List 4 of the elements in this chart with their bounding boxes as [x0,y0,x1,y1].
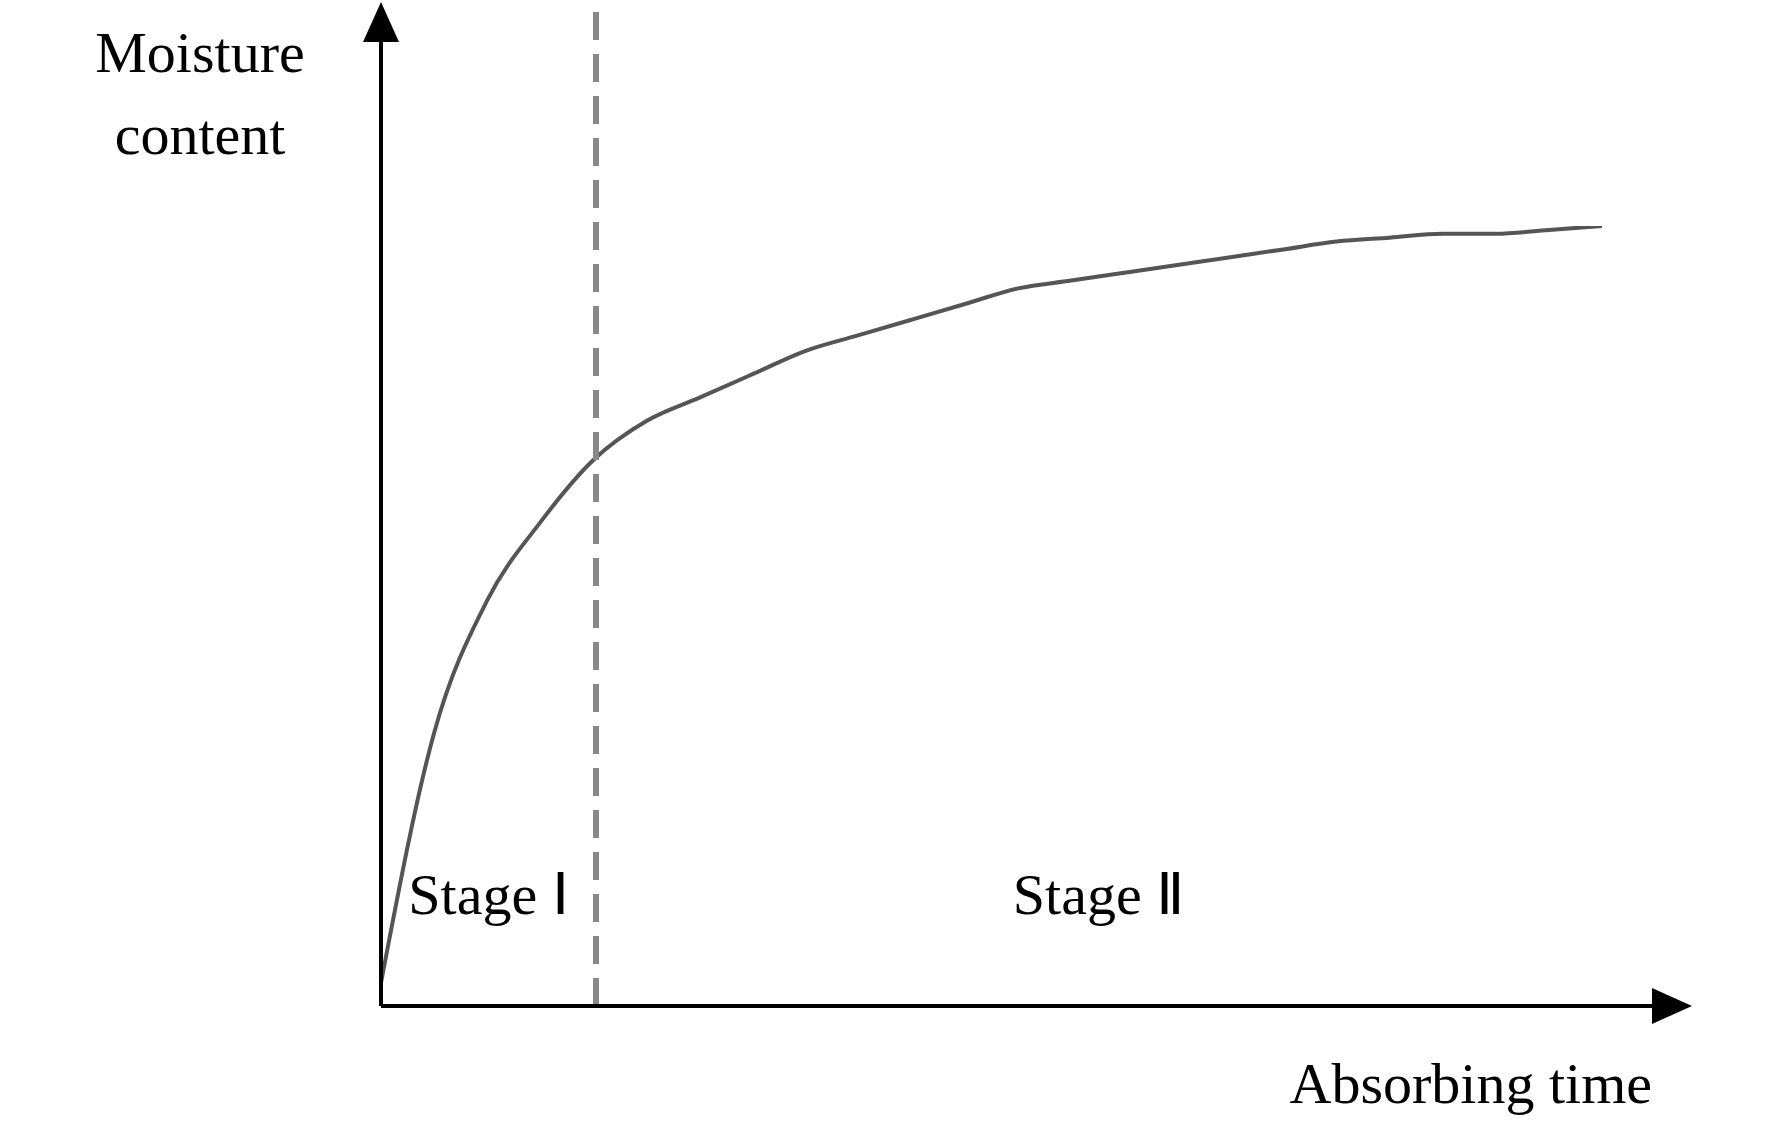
annotation: Stage Ⅱ [1012,861,1186,928]
annotation: Stage Ⅰ [408,861,569,928]
y-axis-title: Moisture content [94,19,306,169]
x-axis-title: Absorbing time [1289,1050,1652,1117]
